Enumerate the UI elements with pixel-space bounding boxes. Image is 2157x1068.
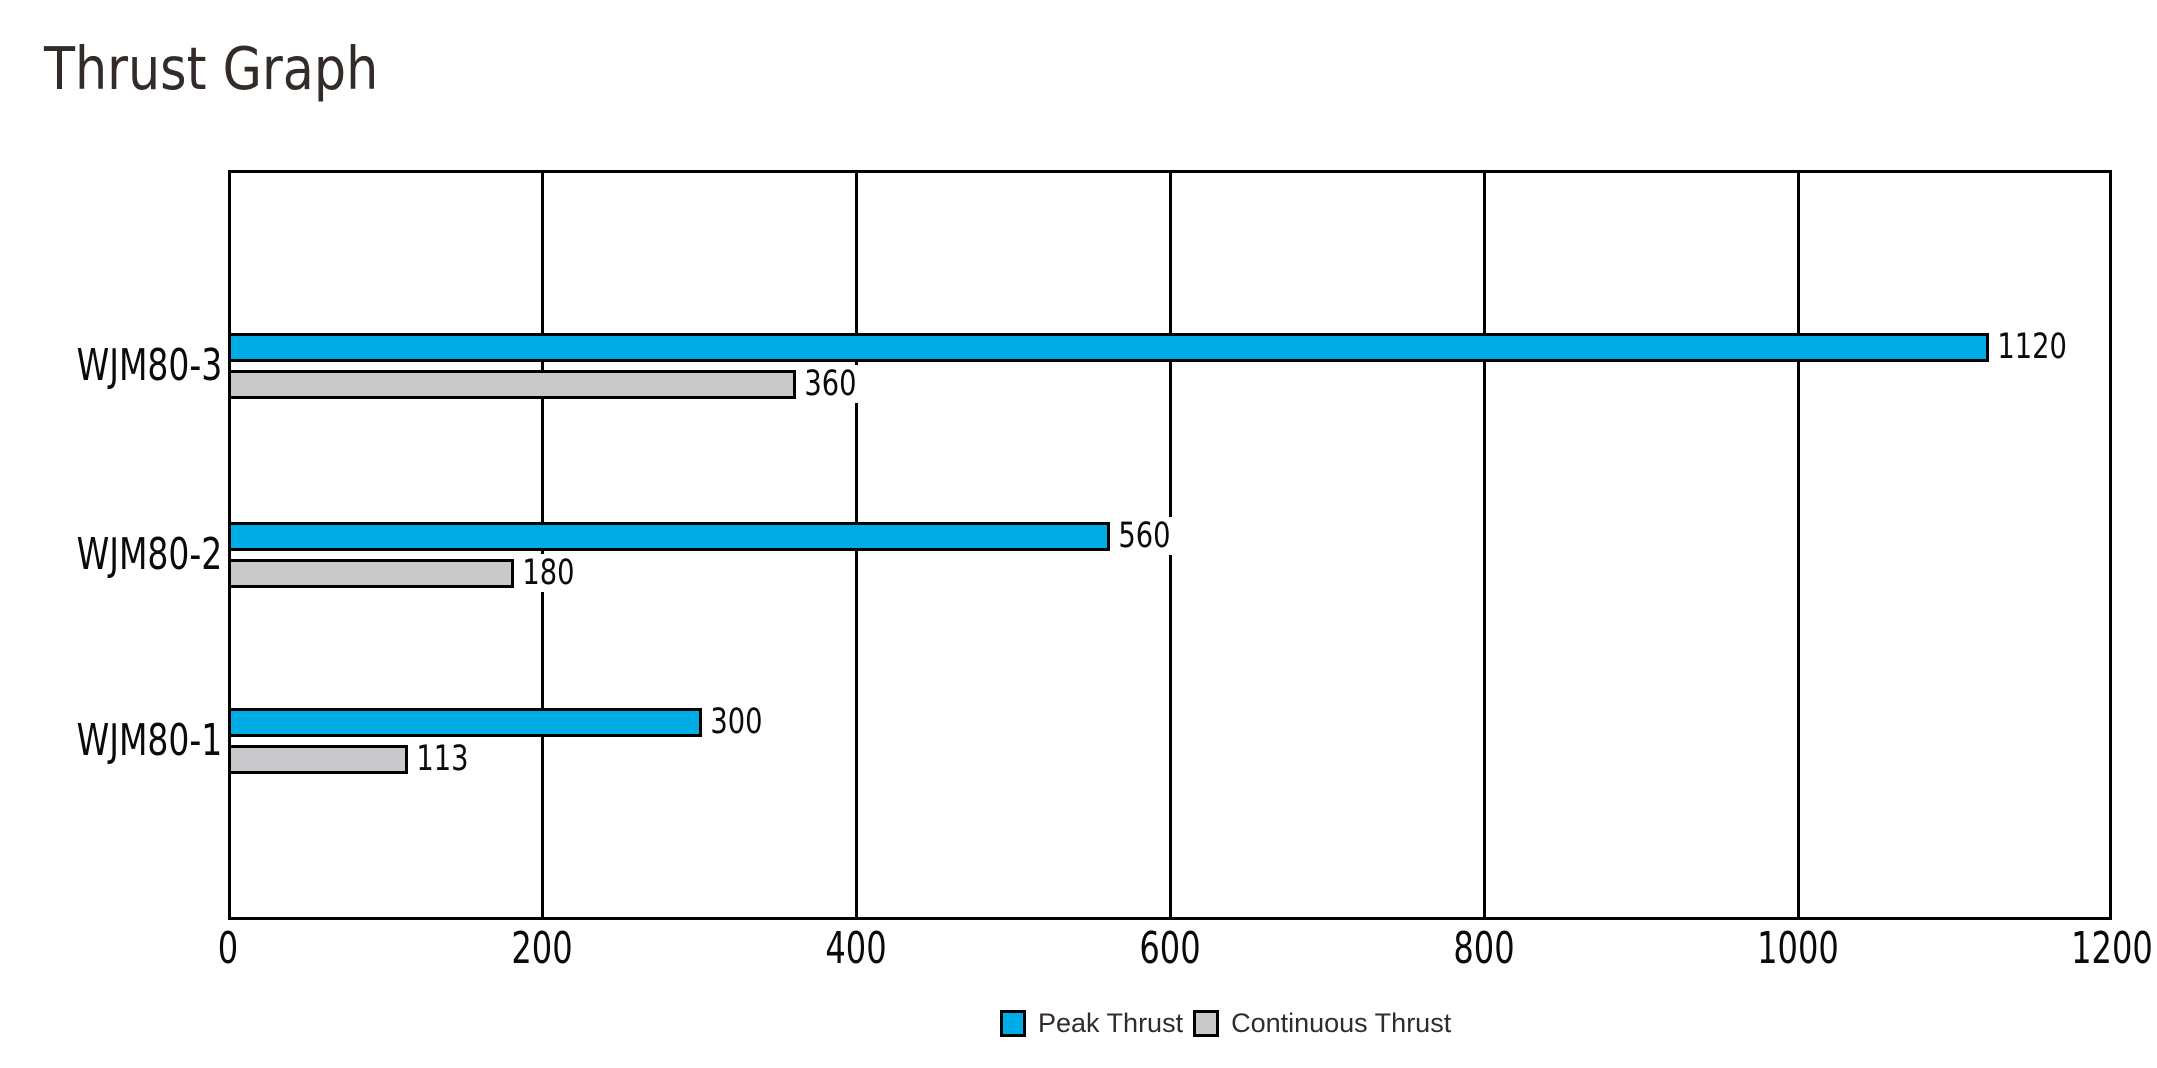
bar-continuous-thrust	[228, 745, 408, 774]
bar-value-label: 180	[520, 554, 577, 592]
x-tick-label: 1000	[1757, 923, 1839, 974]
legend-swatch-peak-thrust	[1000, 1010, 1026, 1037]
gridline	[1483, 173, 1486, 917]
bar-peak-thrust	[228, 522, 1110, 551]
x-tick-label: 200	[511, 923, 573, 974]
bar-value-label: 560	[1116, 517, 1173, 555]
x-tick-label: 1200	[2071, 923, 2153, 974]
category-label: WJM80-2	[76, 529, 222, 580]
category-label: WJM80-3	[76, 340, 222, 391]
bar-peak-thrust	[228, 333, 1989, 362]
x-tick-label: 0	[217, 923, 239, 974]
category-label: WJM80-1	[76, 715, 222, 766]
legend-item: Peak Thrust	[1000, 1008, 1183, 1039]
legend-item: Continuous Thrust	[1193, 1008, 1451, 1039]
legend-label: Peak Thrust	[1038, 1008, 1184, 1038]
x-tick-label: 600	[1139, 923, 1201, 974]
x-tick-label: 800	[1453, 923, 1515, 974]
legend-swatch-continuous-thrust	[1193, 1010, 1220, 1037]
bar-continuous-thrust	[228, 370, 796, 399]
bar-continuous-thrust	[228, 559, 514, 588]
bar-peak-thrust	[228, 708, 702, 737]
x-tick-label: 400	[825, 923, 887, 974]
bar-value-label: 300	[708, 703, 765, 741]
legend: Peak Thrust Continuous Thrust	[1000, 1008, 1451, 1039]
legend-label: Continuous Thrust	[1231, 1008, 1452, 1038]
gridline	[1797, 173, 1800, 917]
bar-value-label: 360	[802, 365, 859, 403]
bar-value-label: 1120	[1995, 328, 2070, 366]
bar-value-label: 113	[414, 740, 471, 778]
chart-title: Thrust Graph	[44, 34, 379, 103]
